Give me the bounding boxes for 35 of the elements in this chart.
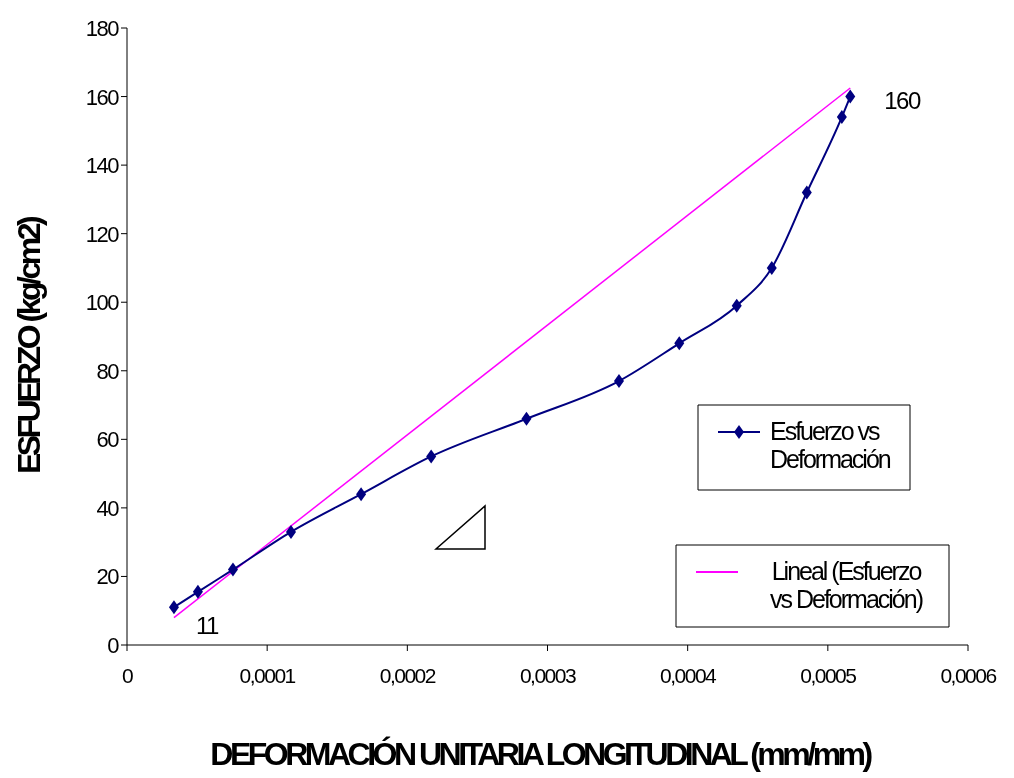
y-tick-label: 20 [96,564,120,590]
x-tick-label: 0,0006 [940,664,997,687]
point [674,336,685,351]
y-tick-label: 180 [85,16,120,41]
y-tick-label: 160 [85,84,120,110]
x-axis-title: DEFORMACIÓN UNITARIA LONGITUDINAL (mm/mm) [210,736,873,772]
y-tick-label: 60 [96,427,120,453]
x-tick-label: 0,0001 [239,664,296,687]
point [192,584,203,599]
y-tick-label: 40 [96,495,120,521]
x-tick-label: 0,0005 [800,664,857,687]
point [801,185,812,200]
legend-label: Esfuerzo vs Deformación [770,417,891,473]
point [356,487,367,502]
point [766,260,777,275]
point [426,449,437,464]
point [836,110,847,125]
data-label: 160 [884,86,921,114]
x-tick-label: 0,0002 [379,664,436,687]
point [227,562,238,577]
y-tick-label: 120 [85,221,120,247]
x-tick-label: 0,0003 [519,664,576,687]
x-tick-label: 0,0004 [660,664,718,687]
legend-label: Lineal (Esfuerzo vs Deformación) [770,557,923,613]
point [613,374,624,389]
point [845,89,856,104]
y-tick-label: 0 [107,633,120,658]
point [168,600,179,615]
point [731,298,742,313]
y-tick-label: 100 [85,290,120,316]
point [521,411,532,426]
data-label: 11 [195,612,220,640]
y-tick-label: 140 [85,153,120,179]
y-axis-title: ESFUERZO (kg/cm2) [11,216,47,475]
y-tick-label: 80 [96,358,120,384]
